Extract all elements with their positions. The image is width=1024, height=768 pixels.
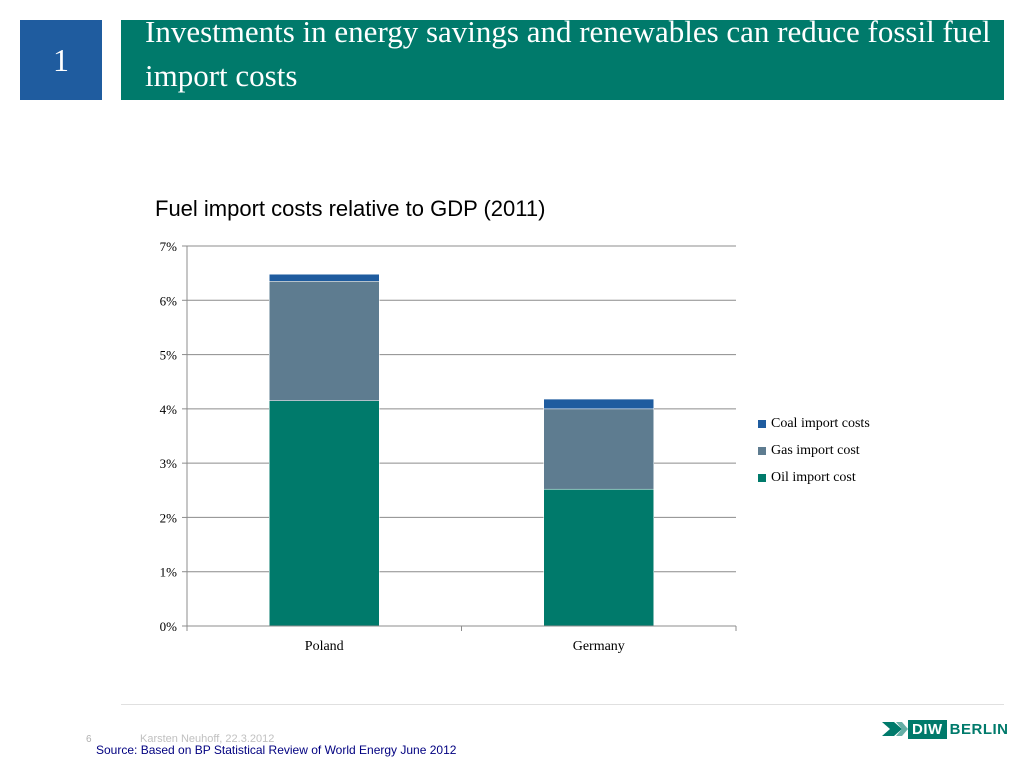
diw-logo-icon bbox=[882, 722, 908, 736]
y-tick-label: 7% bbox=[160, 239, 178, 254]
slide-number-badge: 1 bbox=[20, 20, 102, 100]
chart-legend: Coal import costs Gas import cost Oil impo… bbox=[758, 410, 870, 491]
diw-logo-mark: DIW bbox=[908, 719, 947, 739]
source-note: Source: Based on BP Statistical Review o… bbox=[96, 743, 457, 757]
legend-label: Coal import costs bbox=[771, 415, 870, 431]
bar-segment bbox=[543, 488, 654, 627]
legend-swatch bbox=[758, 446, 766, 455]
footer-divider bbox=[121, 704, 1004, 705]
slide-title: Investments in energy savings and renewa… bbox=[145, 20, 991, 93]
tick-labels: 0% 1% 2% 3% 4% 5% 6% 7% Poland Germany bbox=[160, 239, 625, 654]
page-number: 6 bbox=[86, 734, 92, 745]
y-tick-label: 6% bbox=[160, 293, 178, 308]
diw-logo-berlin: BERLIN bbox=[949, 720, 1009, 738]
y-tick-label: 4% bbox=[160, 402, 178, 417]
axes bbox=[182, 245, 737, 631]
y-tick-label: 0% bbox=[160, 619, 178, 634]
diw-logo: DIW BERLIN bbox=[882, 719, 1009, 739]
bar-segment bbox=[543, 398, 654, 410]
legend-label: Oil import cost bbox=[771, 469, 856, 485]
legend-label: Gas import cost bbox=[771, 442, 860, 458]
bar-segment bbox=[269, 400, 380, 627]
legend-item: Gas import cost bbox=[758, 437, 870, 464]
chart-title: Fuel import costs relative to GDP (2011) bbox=[155, 196, 546, 221]
bar-segment bbox=[543, 408, 654, 490]
y-tick-label: 2% bbox=[160, 510, 178, 525]
legend-swatch bbox=[758, 419, 766, 428]
legend-item: Coal import costs bbox=[758, 410, 870, 437]
diw-logo-text: DIW BERLIN bbox=[908, 719, 1009, 739]
legend-item: Oil import cost bbox=[758, 464, 870, 491]
y-tick-label: 3% bbox=[160, 456, 178, 471]
title-bar: Investments in energy savings and renewa… bbox=[121, 20, 1004, 100]
y-tick-label: 5% bbox=[160, 348, 178, 363]
x-tick-label: Poland bbox=[305, 639, 344, 654]
bar-segment bbox=[269, 281, 380, 401]
x-tick-label: Germany bbox=[573, 639, 625, 654]
author-date: Karsten Neuhoff, 22.3.2012 bbox=[140, 733, 275, 745]
y-tick-label: 1% bbox=[160, 565, 178, 580]
bar-segment bbox=[269, 273, 380, 282]
legend-swatch bbox=[758, 473, 766, 482]
bars bbox=[269, 273, 654, 627]
